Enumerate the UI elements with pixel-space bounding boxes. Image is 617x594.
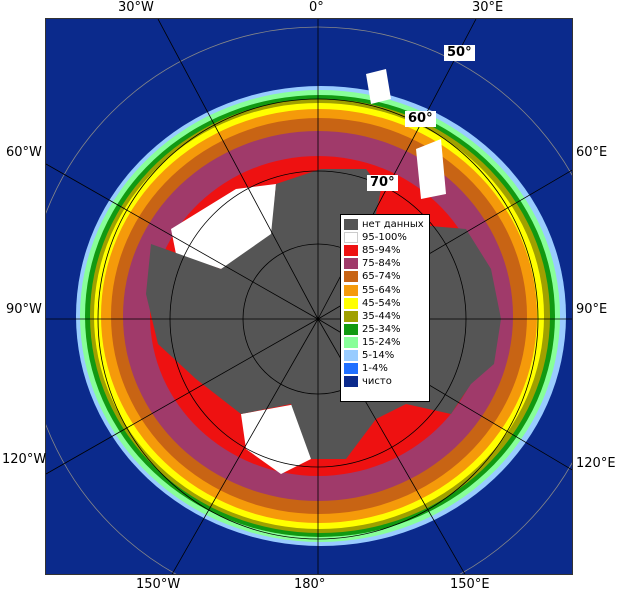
legend-swatch xyxy=(344,376,358,388)
legend-swatch xyxy=(344,258,358,270)
longitude-label: 30°E xyxy=(472,0,504,15)
legend-label: 55-64% xyxy=(362,284,401,296)
meridian-60w xyxy=(46,163,319,320)
legend-label: 75-84% xyxy=(362,258,401,270)
legend-label: чисто xyxy=(362,376,392,388)
legend-swatch xyxy=(344,232,358,244)
legend-swatch xyxy=(344,219,358,231)
legend-item: 45-54% xyxy=(344,297,426,310)
legend-item: 5-14% xyxy=(344,349,426,362)
legend-label: 15-24% xyxy=(362,336,401,348)
longitude-label: 60°W xyxy=(6,145,42,160)
legend-item: чисто xyxy=(344,375,426,388)
longitude-label: 120°W xyxy=(2,452,47,467)
ice-concentration-layers xyxy=(76,69,566,546)
legend-item: 85-94% xyxy=(344,244,426,257)
legend-swatch xyxy=(344,271,358,283)
legend-swatch xyxy=(344,245,358,257)
meridian-120w xyxy=(46,318,319,475)
legend-item: 75-84% xyxy=(344,257,426,270)
latitude-label: 50° xyxy=(444,45,475,61)
legend-label: 35-44% xyxy=(362,310,401,322)
legend-item: 65-74% xyxy=(344,270,426,283)
legend-swatch xyxy=(344,284,358,296)
longitude-label: 90°E xyxy=(576,302,608,317)
legend-label: 5-14% xyxy=(362,349,395,361)
legend-swatch xyxy=(344,363,358,375)
legend-swatch xyxy=(344,297,358,309)
legend-label: 45-54% xyxy=(362,297,401,309)
legend-swatch xyxy=(344,323,358,335)
longitude-label: 150°E xyxy=(450,577,490,592)
legend-label: 25-34% xyxy=(362,323,401,335)
meridian-150w xyxy=(171,318,319,574)
legend-swatch xyxy=(344,336,358,348)
sea-ice-map xyxy=(46,19,572,574)
latitude-label: 60° xyxy=(405,111,436,127)
latitude-label: 70° xyxy=(367,175,398,191)
legend: нет данных 95-100% 85-94% 75-84% 65-74% 55-64… xyxy=(340,214,430,402)
map-frame xyxy=(45,18,573,575)
legend-item: 35-44% xyxy=(344,310,426,323)
longitude-label: 180° xyxy=(294,577,326,592)
legend-item: 15-24% xyxy=(344,336,426,349)
longitude-label: 60°E xyxy=(576,145,608,160)
ice-patch-95-100 xyxy=(366,69,391,104)
longitude-label: 120°E xyxy=(576,456,616,471)
legend-item: нет данных xyxy=(344,218,426,231)
legend-label: нет данных xyxy=(362,219,424,231)
longitude-label: 150°W xyxy=(136,577,181,592)
longitude-label: 0° xyxy=(309,0,324,15)
longitude-label: 90°W xyxy=(6,302,42,317)
legend-item: 1-4% xyxy=(344,362,426,375)
meridian-30w xyxy=(157,19,319,320)
legend-label: 65-74% xyxy=(362,271,401,283)
ice-patch-95-100 xyxy=(416,139,446,199)
legend-label: 95-100% xyxy=(362,232,407,244)
ice-patch-95-100 xyxy=(171,184,276,269)
legend-item: 55-64% xyxy=(344,283,426,296)
legend-label: 1-4% xyxy=(362,363,388,375)
legend-label: 85-94% xyxy=(362,245,401,257)
legend-item: 25-34% xyxy=(344,323,426,336)
legend-item: 95-100% xyxy=(344,231,426,244)
ice-patch-95-100 xyxy=(241,404,311,474)
legend-swatch xyxy=(344,310,358,322)
longitude-label: 30°W xyxy=(118,0,154,15)
legend-swatch xyxy=(344,349,358,361)
